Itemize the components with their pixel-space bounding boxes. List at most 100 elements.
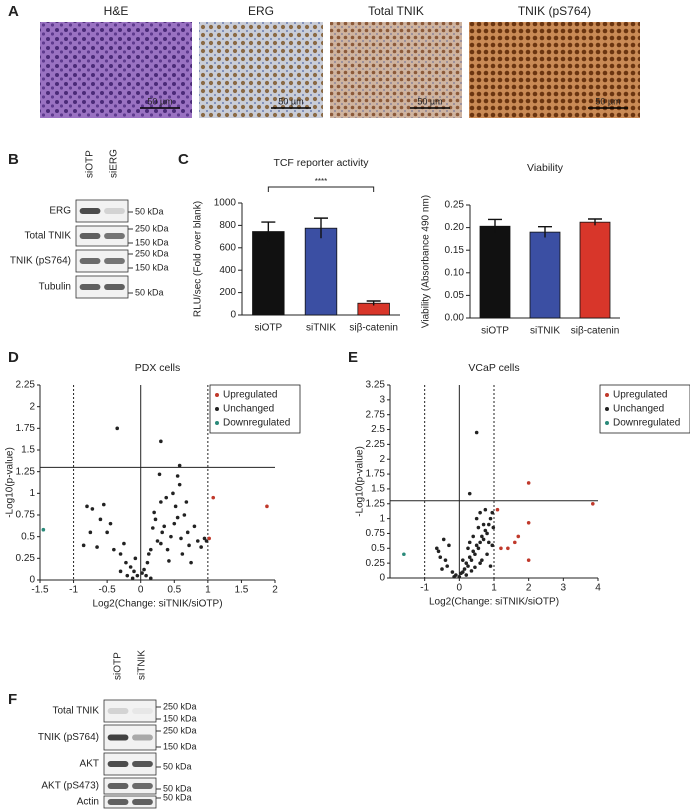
point [483,507,488,512]
marker-label: 250 kDa [135,223,169,233]
y-tick-label: 0.5 [371,543,385,554]
point [98,517,103,522]
y-tick-label: 0 [230,310,236,321]
micrograph [330,22,462,118]
image-title: H&E [104,4,129,18]
point [155,539,160,543]
point [513,540,517,545]
marker-label: 50 kDa [135,287,164,297]
legend-label: Downregulated [223,418,290,429]
y-tick-label: 0.25 [366,558,386,569]
image-title: Total TNIK [368,4,424,18]
row-label: AKT (pS473) [41,781,99,792]
point [167,559,171,563]
image-title: ERG [248,4,274,18]
band [107,783,129,789]
blot-frame [103,777,157,795]
x-tick-label: 0 [138,585,144,596]
point [105,530,109,535]
y-tick-label: 3.25 [366,380,386,391]
scale-label: 50 µm [595,96,620,106]
point [471,549,476,554]
point [164,495,169,500]
marker-label: 50 kDa [135,206,164,216]
point [130,576,135,581]
marker-label: 250 kDa [163,701,197,711]
figure-content: A B C D E F H&E 50 µm ERG 50 µm Total TNIK 50 µm TNI… [5,3,690,809]
point [485,531,489,536]
point [112,547,116,552]
marker-label: 50 kDa [163,783,192,793]
y-tick-label: 0.75 [366,528,386,539]
point [148,547,153,552]
marker-label: 50 kDa [163,761,192,771]
bar [529,231,561,319]
band [79,258,101,264]
blot-frame [75,199,129,223]
y-tick-label: 3 [379,394,385,405]
bar [252,231,285,316]
band [79,208,101,214]
x-tick-label: siβ-catenin [349,323,398,334]
point [101,502,106,507]
point [128,565,133,569]
y-axis-label: Viability (Absorbance 490 nm) [421,195,432,328]
point [464,561,469,565]
legend-label: Unchanged [613,404,664,415]
y-tick-label: 2.75 [366,409,386,420]
image-title: TNIK (pS764) [518,4,591,18]
point [157,472,162,477]
y-tick-label: 1.5 [371,484,385,495]
legend-label: Downregulated [613,418,680,429]
y-tick-label: 1.25 [16,466,36,477]
point [436,549,441,554]
band [132,799,153,805]
point [122,541,126,546]
point [184,500,189,504]
x-tick-label: 1 [491,583,497,594]
error-bar [366,300,381,306]
point [175,515,180,520]
point [480,558,484,562]
point [467,555,472,560]
y-tick-label: 2.25 [16,380,36,391]
x-tick-label: -1 [420,583,429,594]
row-label: Actin [77,797,99,808]
y-axis-label: -Log10(p-value) [355,446,366,517]
point [132,569,136,574]
band [107,708,129,714]
y-tick-label: 0 [379,573,385,584]
y-tick-label: 0.10 [445,267,465,278]
panel-label: B [8,151,19,168]
point [473,565,477,570]
row-label: TNIK (pS764) [38,732,99,743]
point [125,573,130,578]
point [526,520,531,525]
blot-frame [103,752,157,776]
bar [479,225,511,319]
point [124,560,128,565]
marker-label: 150 kDa [135,262,169,272]
x-tick-label: 2 [526,583,532,594]
point [160,530,164,535]
lane-label: siOTP [85,150,96,178]
x-axis-label: Log2(Change: siTNIK/siOTP) [92,599,222,610]
legend-box [599,384,690,434]
marker-label: 50 kDa [163,792,192,802]
y-tick-label: 0.5 [21,531,35,542]
y-tick-label: 0.25 [445,200,465,211]
point [471,534,476,539]
x-tick-label: -1 [69,585,78,596]
panel-label: A [8,3,19,20]
point [450,570,455,574]
x-tick-label: -1.5 [31,585,49,596]
error-bar [488,218,502,234]
x-tick-label: siβ-catenin [571,326,620,337]
point [452,575,456,579]
x-axis-label: Log2(Change: siTNIK/siOTP) [429,597,559,608]
point [204,539,209,543]
y-tick-label: 1.25 [366,498,386,509]
point [474,543,479,548]
